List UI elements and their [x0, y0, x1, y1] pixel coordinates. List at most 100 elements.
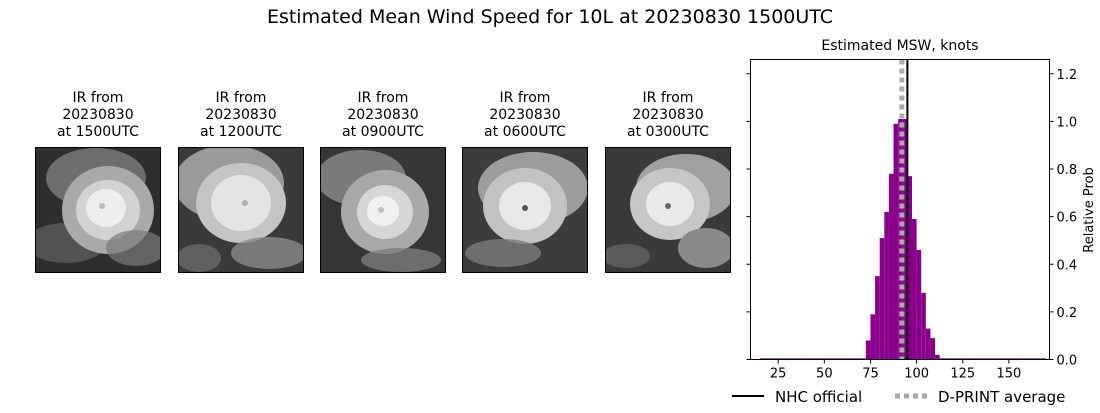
y-tick-label: 0.8 — [1057, 163, 1078, 178]
legend-nhc-label: NHC official — [775, 388, 862, 406]
legend-dprint-label: D-PRINT average — [938, 388, 1065, 406]
y-tick-label: 1.2 — [1057, 68, 1078, 83]
panel-caption: IR from 20230830 at 1500UTC — [15, 90, 181, 141]
panel-caption-line2: 20230830 — [632, 107, 704, 123]
histogram-bar — [911, 219, 917, 360]
histogram-bar — [990, 358, 996, 360]
panel-caption: IR from 20230830 at 0600UTC — [442, 90, 608, 141]
x-tick-label: 50 — [816, 367, 833, 382]
histogram-bar — [976, 358, 982, 360]
panel-caption-line1: IR from — [499, 90, 551, 106]
histogram-bar — [921, 292, 926, 360]
panel-caption-line2: 20230830 — [489, 107, 561, 123]
histogram-bar — [971, 358, 977, 360]
panel-caption-line1: IR from — [72, 90, 124, 106]
ir-satellite-image — [605, 147, 731, 273]
histogram-bar — [958, 358, 963, 360]
ir-satellite-image — [178, 147, 304, 273]
histogram-bar — [995, 358, 1000, 360]
figure-title: Estimated Mean Wind Speed for 10L at 202… — [266, 6, 834, 28]
reference-lines — [899, 59, 909, 360]
histogram-bar — [764, 358, 769, 360]
histogram-bar — [824, 358, 829, 360]
histogram-bar — [833, 358, 839, 360]
histogram-bar — [865, 340, 871, 360]
panel-caption-line3: at 0300UTC — [627, 124, 709, 140]
panel-caption-line1: IR from — [215, 90, 267, 106]
histogram-bar — [842, 358, 848, 360]
histogram-bar — [861, 358, 866, 360]
x-tick-label: 75 — [862, 367, 879, 382]
panel-caption-line2: 20230830 — [347, 107, 419, 123]
histogram-bar — [778, 358, 783, 360]
panel-caption-line3: at 0600UTC — [484, 124, 566, 140]
histogram-bar — [948, 358, 954, 360]
histogram-bar — [902, 119, 908, 360]
y-tick-label: 0.0 — [1057, 354, 1078, 369]
histogram-bar — [1027, 358, 1032, 360]
histogram-bar — [773, 358, 779, 360]
histogram-bar — [875, 276, 880, 360]
histogram-bar — [759, 358, 765, 360]
histogram-bar — [981, 358, 986, 360]
histogram-bar — [1018, 358, 1023, 360]
panel-caption-line2: 20230830 — [62, 107, 134, 123]
histogram-bar — [916, 249, 922, 360]
x-axis: 25 50 75 100 125 150 — [770, 359, 1021, 382]
histogram-bar — [953, 358, 959, 360]
panel-caption-line2: 20230830 — [205, 107, 277, 123]
histogram-bar — [925, 328, 931, 360]
histogram-bar — [768, 358, 774, 360]
x-tick-label: 25 — [770, 367, 787, 382]
ir-satellite-image — [320, 147, 446, 273]
histogram-bar — [985, 358, 991, 360]
histogram-bar — [999, 358, 1005, 360]
legend: NHC official D-PRINT average — [732, 388, 1065, 406]
histogram-bar — [870, 314, 876, 360]
histogram-bar — [782, 358, 788, 360]
y-tick-label: 0.6 — [1057, 211, 1078, 226]
x-tick-label: 125 — [950, 367, 975, 382]
panel-caption-line3: at 1500UTC — [57, 124, 139, 140]
y-tick-label: 0.2 — [1057, 306, 1078, 321]
histogram-bar — [847, 358, 853, 360]
panel-caption-line3: at 1200UTC — [200, 124, 282, 140]
ir-satellite-image — [35, 147, 161, 273]
histogram-bar — [1013, 358, 1019, 360]
plot-frame — [750, 59, 1050, 360]
histogram-bar — [888, 173, 894, 360]
panel-caption: IR from 20230830 at 0300UTC — [585, 90, 751, 141]
histogram-bar — [828, 358, 834, 360]
y-tick-label: 0.4 — [1057, 258, 1078, 273]
bars-layer — [759, 119, 1046, 360]
histogram-bar — [815, 358, 820, 360]
histogram-bar — [856, 358, 862, 360]
histogram-bar — [935, 354, 940, 360]
panel-caption: IR from 20230830 at 1200UTC — [158, 90, 324, 141]
histogram-bar — [1036, 358, 1042, 360]
panel-caption-line3: at 0900UTC — [342, 124, 424, 140]
panel-caption-line1: IR from — [357, 90, 409, 106]
panel-caption: IR from 20230830 at 0900UTC — [300, 90, 466, 141]
histogram-bar — [838, 358, 843, 360]
histogram-bar — [787, 358, 793, 360]
histogram-bar — [898, 119, 903, 360]
histogram-bar — [852, 358, 857, 360]
histogram-bar — [884, 211, 889, 360]
panel-caption-line1: IR from — [642, 90, 694, 106]
histogram-bar — [810, 358, 816, 360]
histogram-bar — [1008, 358, 1014, 360]
histogram-bar — [805, 358, 811, 360]
histogram-bar — [893, 123, 899, 360]
histogram-bar — [939, 358, 945, 360]
histogram-bar — [1041, 358, 1046, 360]
histogram-bar — [967, 358, 972, 360]
histogram-bar — [819, 358, 825, 360]
x-tick-label: 150 — [996, 367, 1021, 382]
histogram-bar — [1022, 358, 1028, 360]
histogram-bar — [1031, 358, 1037, 360]
histogram-bar — [792, 358, 797, 360]
histogram-bar — [944, 358, 949, 360]
